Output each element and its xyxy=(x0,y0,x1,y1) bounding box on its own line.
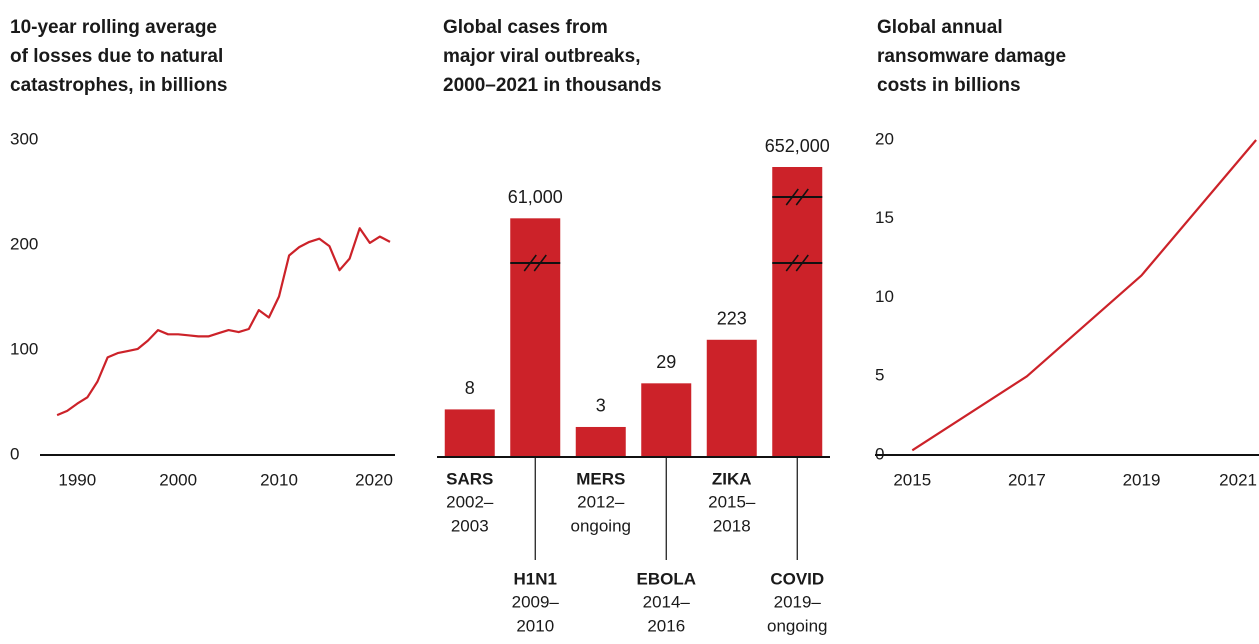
category-label: MERS xyxy=(576,469,625,488)
chart-title: 10-year rolling average xyxy=(10,17,217,38)
axis-break-slash xyxy=(795,254,809,272)
period-label: ongoing xyxy=(767,616,828,635)
period-label: 2019– xyxy=(774,592,822,611)
y-tick-label: 100 xyxy=(10,339,38,358)
axis-break-slash xyxy=(523,254,537,272)
y-tick-label: 5 xyxy=(875,366,884,385)
x-tick-label: 2015 xyxy=(893,470,931,489)
period-label: 2016 xyxy=(647,616,685,635)
x-tick-label: 2021 xyxy=(1219,470,1257,489)
period-label: 2010 xyxy=(516,616,554,635)
bar xyxy=(706,339,757,457)
value-label: 8 xyxy=(465,378,475,398)
period-label: ongoing xyxy=(570,516,631,535)
bar xyxy=(444,409,495,457)
category-label: H1N1 xyxy=(514,569,557,588)
x-tick-label: 2019 xyxy=(1123,470,1161,489)
period-label: 2002– xyxy=(446,492,494,511)
y-tick-label: 300 xyxy=(10,129,38,148)
data-line xyxy=(56,227,391,417)
axis-break-slash xyxy=(785,188,799,206)
bar xyxy=(772,167,823,457)
value-label: 61,000 xyxy=(508,187,563,207)
y-tick-label: 20 xyxy=(875,129,894,148)
chart-title: 2000–2021 in thousands xyxy=(443,75,662,96)
period-label: 2003 xyxy=(451,516,489,535)
axis-break-slash xyxy=(795,188,809,206)
chart-title: of losses due to natural xyxy=(10,46,223,67)
category-label: COVID xyxy=(770,569,824,588)
bar xyxy=(575,426,626,457)
chart-title: Global annual xyxy=(877,17,1003,38)
y-tick-label: 0 xyxy=(10,444,19,463)
period-label: 2018 xyxy=(713,516,751,535)
y-tick-label: 200 xyxy=(10,234,38,253)
category-label: SARS xyxy=(446,469,493,488)
chart-title: Global cases from xyxy=(443,17,608,38)
value-label: 29 xyxy=(656,352,676,372)
chart-title: ransomware damage xyxy=(877,46,1066,67)
period-label: 2014– xyxy=(643,592,691,611)
axis-break-slash xyxy=(533,254,547,272)
value-label: 3 xyxy=(596,396,606,416)
axis-break-slash xyxy=(785,254,799,272)
chart-title: catastrophes, in billions xyxy=(10,75,228,96)
y-tick-label: 15 xyxy=(875,208,894,227)
chart-title: major viral outbreaks, xyxy=(443,46,640,67)
chart-title: costs in billions xyxy=(877,75,1021,96)
value-label: 223 xyxy=(717,309,747,329)
y-tick-label: 0 xyxy=(875,444,884,463)
x-tick-label: 2000 xyxy=(159,470,197,489)
category-label: EBOLA xyxy=(637,569,697,588)
bar xyxy=(510,218,561,457)
value-label: 652,000 xyxy=(765,136,830,156)
bar xyxy=(641,383,692,457)
category-label: ZIKA xyxy=(712,469,752,488)
x-tick-label: 2017 xyxy=(1008,470,1046,489)
period-label: 2015– xyxy=(708,492,756,511)
x-tick-label: 1990 xyxy=(58,470,96,489)
period-label: 2012– xyxy=(577,492,625,511)
y-tick-label: 10 xyxy=(875,287,894,306)
x-tick-label: 2010 xyxy=(260,470,298,489)
data-line xyxy=(911,139,1257,452)
x-tick-label: 2020 xyxy=(355,470,393,489)
period-label: 2009– xyxy=(512,592,560,611)
